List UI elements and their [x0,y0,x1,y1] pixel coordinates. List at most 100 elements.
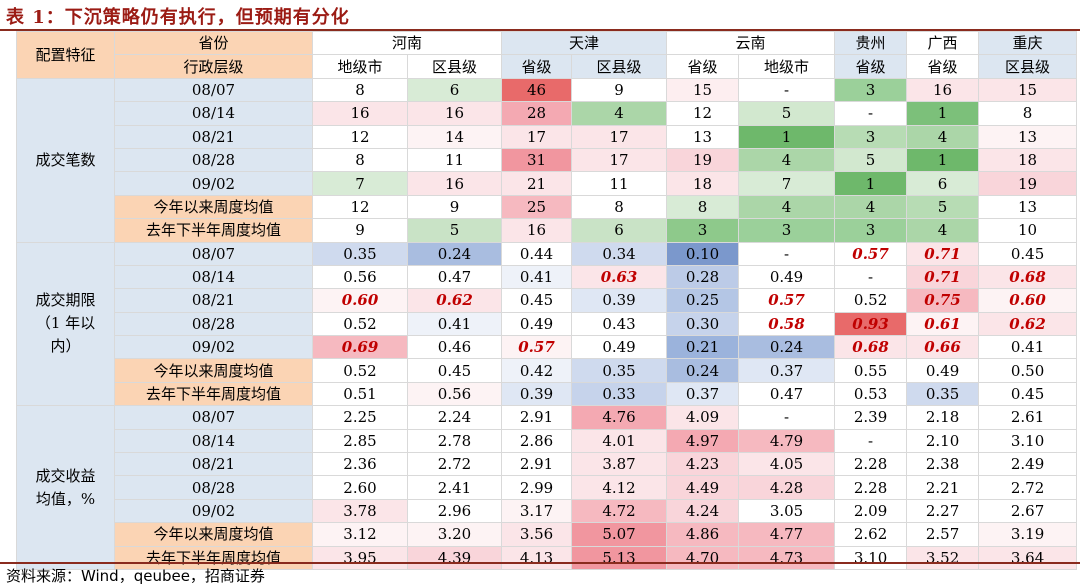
table-row: 成交期限 （1 年以 内） 08/07 0.35 0.24 0.44 0.34 0.10-0.5… [16,241,1078,407]
source-note: 资料来源：Wind，qeubee，招商证券 [6,567,265,585]
value-cell: 2.99 [501,475,573,500]
value-cell: 3.56 [501,522,573,547]
value-cell: 2.67 [978,498,1078,524]
value-cell: 0.49 [738,264,836,290]
value-cell: 0.35 [906,381,980,407]
table-row: 08/14 16 16 28 4 12 5-1 8 [17,101,1078,126]
value-cell: 0.41 [501,264,573,290]
value-cell: 0.21 [666,335,740,360]
value-cell: 28 [501,101,573,126]
value-cell: 31 [501,147,573,173]
level-cell: 区县级 [406,54,503,79]
value-cell: 0.60 [312,288,408,313]
value-cell: 10 [978,218,1078,243]
row-label: 08/21 [114,288,313,313]
value-cell: 17 [571,147,668,173]
value-cell: 2.78 [406,428,503,454]
value-cell: 2.91 [501,405,573,430]
value-cell: 4 [906,218,980,243]
feature-header: 配置特征 [16,31,115,79]
value-cell: 46 [501,77,573,103]
value-cell: 18 [666,171,740,196]
value-cell: 0.62 [406,288,503,313]
value-cell: 4 [906,124,980,149]
value-cell: 0.24 [666,358,740,383]
value-cell: 13 [978,194,1078,220]
value-cell: 5 [834,147,908,173]
value-cell: 3.10 [978,428,1078,454]
value-cell: 16 [906,77,980,103]
value-cell: 4.79 [738,428,836,454]
value-cell: 0.57 [738,288,836,313]
value-cell: 2.28 [834,452,908,477]
table-row: 09/02 3.78 2.96 3.17 4.72 4.24 3.05 2.09 2.27 2.6… [17,498,1078,524]
value-cell: 0.30 [666,311,740,337]
value-cell: 1 [906,101,980,126]
value-cell: - [738,77,836,103]
value-cell: 0.69 [312,335,408,360]
value-cell: 4.77 [738,522,836,547]
row-label: 今年以来周度均值 [114,194,313,220]
value-cell: 3 [834,218,908,243]
value-cell: 4.09 [666,405,740,430]
table-title: 表 1：下沉策略仍有执行，但预期有分化 [6,7,350,28]
value-cell: 4.28 [738,475,836,500]
table-row: 今年以来周度均值 3.12 3.20 3.56 5.07 4.86 4.77 2.62 2.57… [17,522,1078,547]
value-cell: 2.72 [406,452,503,477]
value-cell: 16 [312,101,408,126]
group-label-line: 成交期限 [35,291,96,310]
value-cell: 4 [571,101,668,126]
row-label: 08/07 [114,405,313,430]
value-cell: 0.33 [571,381,668,407]
value-cell: 3.78 [312,498,408,524]
value-cell: 0.39 [571,288,668,313]
value-cell: 9 [312,218,408,243]
value-cell: 14 [406,124,503,149]
value-cell: 0.42 [501,358,573,383]
value-cell: 4.76 [571,405,668,430]
value-cell: 0.50 [978,358,1078,383]
table-body: 配置特征 省份 河南 天津 云南 贵州 广西 重庆 行政层级 地级市 区县级 省… [16,30,1078,570]
value-cell: 8 [571,194,668,220]
row-label: 08/21 [114,452,313,477]
province-chongqing: 重庆 [978,30,1078,56]
value-cell: 4.70 [666,545,740,570]
value-cell: 1 [906,147,980,173]
row-label: 08/14 [114,101,313,126]
row-label: 08/28 [114,311,313,337]
value-cell: 3 [666,218,740,243]
value-cell: 0.43 [571,311,668,337]
value-cell: 0.68 [978,264,1078,290]
row-label: 08/28 [114,147,313,173]
value-cell: 4.97 [666,428,740,454]
value-cell: 0.39 [501,381,573,407]
row-label: 08/07 [114,241,313,266]
value-cell: - [738,241,836,266]
value-cell: 0.52 [312,358,408,383]
table-row: 09/02 7 16 21 11 18 7 1 6 19 [17,171,1078,196]
value-cell: 0.58 [738,311,836,337]
value-cell: 5.07 [571,522,668,547]
value-cell: 3.20 [406,522,503,547]
value-cell: 0.57 [501,335,573,360]
value-cell: 2.86 [501,428,573,454]
row-label: 08/21 [114,124,313,149]
table-row: 去年下半年周度均值 0.51 0.56 0.39 0.33 0.37 0.47 0.53 0.3… [17,381,1078,407]
value-cell: 3 [738,218,836,243]
table-row: 08/21 0.60 0.62 0.45 0.39 0.25 0.57 0.52 0.75 0.6… [17,288,1078,313]
value-cell: 17 [571,124,668,149]
value-cell: 2.41 [406,475,503,500]
row-label: 今年以来周度均值 [114,522,313,547]
value-cell: 2.36 [312,452,408,477]
value-cell: 4 [834,194,908,220]
level-cell: 省级 [906,54,980,79]
value-cell: 19 [666,147,740,173]
value-cell: 5.13 [571,545,668,570]
table-row: 08/14 2.85 2.78 2.86 4.01 4.97 4.79-2.10 3.10 [17,428,1078,454]
row-label: 09/02 [114,498,313,524]
value-cell: 13 [978,124,1078,149]
value-cell: 0.75 [906,288,980,313]
value-cell: 8 [978,101,1078,126]
row-label: 09/02 [114,335,313,360]
value-cell: 2.60 [312,475,408,500]
